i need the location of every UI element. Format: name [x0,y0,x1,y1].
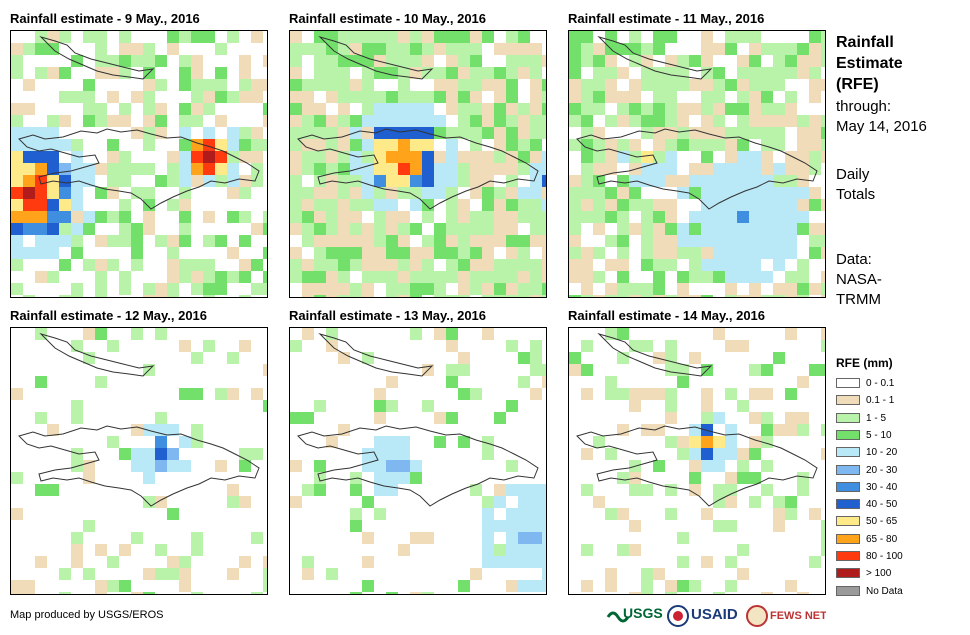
map-credit: Map produced by USGS/EROS [10,609,164,621]
rainfall-raster [290,31,546,297]
coastline [18,128,260,210]
panel-title-14-may: Rainfall estimate - 14 May., 2016 [568,308,766,323]
through-label: through: [836,98,892,115]
totals-block: Daily Totals [836,165,875,205]
legend-swatch [836,412,860,423]
legend-label: 50 - 65 [866,516,898,528]
legend-label: 80 - 100 [866,551,903,562]
legend-label: No Data [866,585,903,597]
legend-swatch [836,499,860,510]
coastline [318,332,434,377]
legend-label: 20 - 30 [866,464,898,476]
usaid-logo: USAID [691,606,738,623]
through-block: through: May 14, 2016 [836,97,927,137]
legend-swatch [836,378,860,388]
data-source-line: Data: [836,251,872,268]
usgs-logo-text: USGS [623,605,663,621]
legend-label: 0.1 - 1 [866,395,895,407]
usaid-logo-text: USAID [691,606,738,623]
totals-line: Daily [836,166,870,183]
coastline [39,35,155,80]
rainfall-raster [11,328,267,594]
data-source-line: TRMM [836,291,881,308]
fews-net-logo: FEWS NET [746,605,826,627]
rainfall-raster [569,31,825,297]
map-series-title: Rainfall Estimate (RFE) [836,32,903,95]
panel-title-13-may: Rainfall estimate - 13 May., 2016 [289,308,487,323]
legend-swatch [836,395,860,406]
title-line: Estimate [836,55,903,72]
title-line: Rainfall [836,34,894,51]
map-panel-9-may [10,30,268,298]
legend-label: 30 - 40 [866,481,898,493]
map-panel-10-may [289,30,547,298]
coastline [576,128,818,210]
legend-label: 0 - 0.1 [866,378,895,389]
legend-swatch [836,464,860,475]
coastline [597,35,713,80]
through-date: May 14, 2016 [836,118,927,135]
legend-label: 10 - 20 [866,447,898,459]
legend-label: 5 - 10 [866,429,892,441]
coastline [576,425,818,507]
title-line: (RFE) [836,76,879,93]
totals-line: Totals [836,186,876,203]
coastline [297,425,539,507]
data-source-line: NASA- [836,271,882,288]
map-panel-11-may [568,30,826,298]
data-source-block: Data: NASA- TRMM [836,250,882,310]
legend-label: 1 - 5 [866,412,887,424]
legend-swatch [836,447,860,458]
legend-label: 40 - 50 [866,499,898,511]
legend-label: 65 - 80 [866,533,898,545]
legend-label: > 100 [866,568,892,580]
map-panel-12-may [10,327,268,595]
legend-swatch [836,568,860,579]
panel-title-10-may: Rainfall estimate - 10 May., 2016 [289,11,487,26]
panel-title-12-may: Rainfall estimate - 12 May., 2016 [10,308,208,323]
rainfall-raster [11,31,267,297]
coastline [318,35,434,80]
rainfall-raster [290,328,546,594]
legend-swatch [836,429,860,440]
legend-swatch [836,481,860,492]
coastline [597,332,713,377]
fews-net-logo-text: FEWS NET [770,610,826,622]
rainfall-raster [569,328,825,594]
usaid-seal-icon [667,605,689,627]
panel-title-11-may: Rainfall estimate - 11 May., 2016 [568,11,765,26]
usgs-logo: USGS [606,605,663,623]
legend-swatch [836,551,860,561]
coastline [18,425,260,507]
legend-swatch [836,533,860,544]
legend-title: RFE (mm) [836,356,893,370]
coastline [39,332,155,377]
coastline [297,128,539,210]
map-panel-14-may [568,327,826,595]
legend-swatch [836,585,860,596]
map-panel-13-may [289,327,547,595]
legend-swatch [836,516,860,527]
panel-title-9-may: Rainfall estimate - 9 May., 2016 [10,11,200,26]
